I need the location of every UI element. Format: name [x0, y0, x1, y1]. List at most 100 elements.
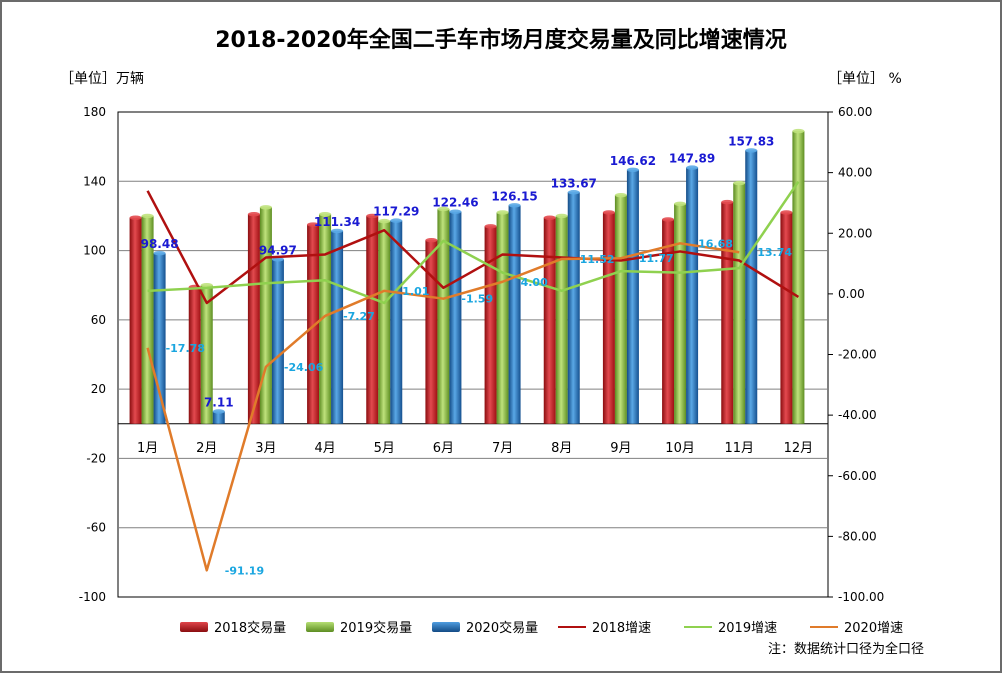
bar-2018交易量: [425, 240, 438, 424]
bar-2019交易量: [555, 215, 568, 424]
bar-2018交易量: [188, 286, 201, 424]
legend-label: 2020增速: [844, 621, 904, 636]
y-tick-label: 180: [83, 105, 106, 119]
growth-data-label: -17.78: [166, 342, 205, 355]
bar-data-label: 147.89: [669, 152, 715, 166]
bar-2020交易量: [626, 169, 639, 424]
legend-label: 2020交易量: [466, 621, 539, 636]
legend-swatch-2018-volume: [180, 621, 208, 632]
bar-data-label: 122.46: [432, 196, 478, 210]
bar-cap: [259, 205, 272, 210]
bar-cap: [378, 218, 391, 224]
bar-2020交易量: [212, 411, 225, 424]
y2-tick-label: 0.00: [838, 287, 865, 301]
chart-title: 2018-2020年全国二手车市场月度交易量及同比增速情况: [215, 28, 787, 53]
bar-2020交易量: [567, 192, 580, 424]
bar-cap: [733, 180, 746, 186]
line-2019增速: [147, 181, 800, 305]
y2-tick-label: -40.00: [838, 408, 877, 422]
bar-2019交易量: [200, 285, 213, 424]
y-tick-label: 60: [91, 313, 106, 327]
x-tick-label: 8月: [551, 441, 572, 456]
bar-2019交易量: [496, 212, 509, 424]
legend-label: 2018交易量: [214, 621, 287, 636]
line-2018增速: [146, 190, 800, 305]
bar-data-label: 111.34: [314, 215, 360, 229]
y2-tick-label: 20.00: [838, 226, 872, 240]
legend-item-2019-volume: 2019交易量: [306, 617, 412, 636]
bar-2019交易量: [792, 131, 805, 424]
bar-data-label: 133.67: [551, 176, 597, 190]
legend-item-2020-growth: 2020增速: [810, 617, 903, 636]
y-tick-label: -20: [86, 451, 106, 465]
x-tick-label: 5月: [374, 441, 395, 456]
growth-data-label: 11.52: [580, 253, 615, 266]
bar-2018交易量: [366, 215, 379, 424]
growth-data-label: 11.77: [639, 252, 674, 265]
x-tick-label: 12月: [784, 441, 814, 456]
legend-label: 2019增速: [718, 621, 778, 636]
legend-swatch-2020-volume: [432, 621, 460, 632]
bar-cap: [390, 218, 403, 223]
bar-cap: [153, 251, 166, 256]
bar-cap: [366, 213, 379, 219]
bar-cap: [212, 409, 225, 414]
bar-cap: [721, 199, 734, 205]
bar-cap: [674, 201, 687, 207]
bar-cap: [331, 228, 344, 234]
bar-data-label: 98.48: [141, 237, 179, 251]
y2-tick-label: -60.00: [838, 469, 877, 483]
x-tick-label: 2月: [196, 441, 217, 456]
bar-cap: [780, 210, 793, 215]
bar-2019交易量: [614, 195, 627, 424]
bar-2018交易量: [780, 212, 793, 424]
growth-data-label: -7.27: [343, 310, 375, 323]
bar-2020交易量: [390, 220, 403, 424]
bar-cap: [745, 148, 758, 153]
y-tick-label: 100: [83, 244, 106, 258]
x-tick-label: 6月: [433, 441, 454, 456]
right-axis-unit: ［单位］ %: [828, 71, 902, 87]
y2-tick-label: -80.00: [838, 529, 877, 543]
legend-item-2018-volume: 2018交易量: [180, 617, 286, 636]
legend-swatch-2019-growth: [684, 625, 712, 628]
bar-cap: [508, 203, 521, 208]
bar-cap: [129, 215, 142, 220]
bar-data-label: 117.29: [373, 205, 419, 219]
y2-tick-label: 40.00: [838, 166, 872, 180]
footnote: 注：数据统计口径为全口径: [768, 642, 925, 657]
bar-cap: [567, 190, 580, 195]
y-tick-label: 20: [91, 382, 106, 396]
y-tick-label: -60: [86, 521, 106, 535]
line-2020增速: [146, 242, 740, 572]
bar-2019交易量: [259, 207, 272, 424]
bar-cap: [425, 237, 438, 243]
bar-2018交易量: [307, 224, 320, 424]
bar-2019交易量: [319, 214, 332, 424]
x-tick-label: 10月: [665, 441, 695, 456]
bar-2019交易量: [733, 183, 746, 424]
bar-2020交易量: [271, 259, 284, 424]
bar-2019交易量: [674, 203, 687, 424]
bar-2018交易量: [662, 219, 675, 424]
plot-area: [117, 111, 829, 598]
bar-data-label: 146.62: [610, 154, 656, 168]
growth-data-label: 13.74: [757, 246, 792, 259]
x-tick-label: 1月: [137, 441, 158, 456]
bar-data-label: 126.15: [491, 189, 537, 203]
x-tick-label: 11月: [724, 441, 754, 456]
bar-cap: [141, 213, 154, 219]
bar-cap: [543, 215, 556, 220]
bar-2020交易量: [449, 211, 462, 424]
growth-data-label: 16.68: [698, 237, 733, 250]
bar-2018交易量: [247, 214, 260, 424]
left-axis-unit: ［单位］万辆: [60, 71, 144, 87]
legend-swatch-2019-volume: [306, 621, 334, 632]
y-tick-label: -100: [79, 590, 106, 604]
bar-2020交易量: [745, 150, 758, 424]
legend-item-2020-volume: 2020交易量: [432, 617, 538, 636]
growth-data-label: 1.01: [402, 285, 429, 298]
growth-data-label: -1.59: [461, 293, 493, 306]
bar-data-label: 94.97: [259, 243, 297, 257]
